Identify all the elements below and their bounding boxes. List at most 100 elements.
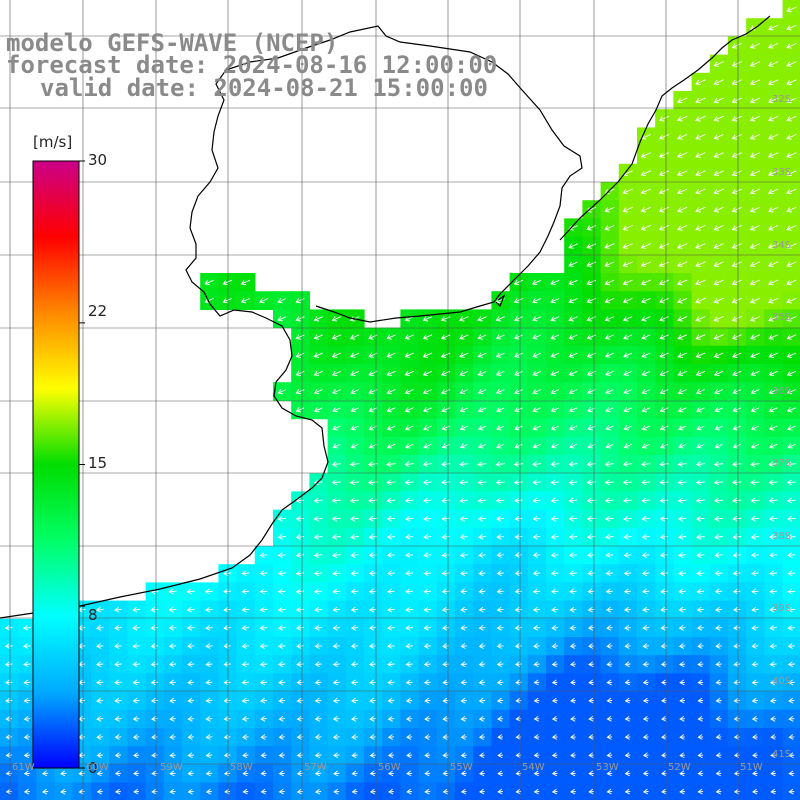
wind-arrow (588, 661, 595, 668)
wind-arrow (386, 388, 396, 395)
wind-arrow (369, 734, 376, 740)
wind-arrow (405, 443, 414, 449)
lon-label: 51W (740, 762, 763, 773)
wind-arrow (460, 788, 467, 795)
wind-arrow (442, 770, 449, 777)
wind-arrow (423, 606, 432, 613)
wind-arrow (351, 788, 358, 795)
wind-arrow (715, 679, 722, 686)
wind-arrow (604, 515, 614, 522)
wind-arrow (169, 788, 176, 795)
wind-arrow (459, 497, 468, 504)
wind-arrow (714, 534, 723, 540)
wind-arrow (477, 425, 487, 431)
wind-arrow (677, 388, 687, 395)
wind-arrow (350, 570, 359, 577)
wind-arrow (496, 661, 504, 668)
wind-arrow (713, 188, 724, 195)
wind-arrow (496, 624, 504, 631)
wind-arrow (640, 261, 651, 268)
wind-arrow (241, 715, 249, 722)
wind-arrow (624, 770, 631, 777)
wind-arrow (222, 297, 232, 304)
wind-arrow (314, 661, 322, 668)
wind-arrow (569, 588, 577, 595)
wind-arrow (588, 715, 594, 722)
wind-arrow (732, 443, 741, 449)
wind-arrow (570, 679, 576, 686)
wind-arrow (404, 316, 414, 322)
wind-arrow (786, 497, 796, 504)
wind-arrow (350, 588, 359, 595)
wind-arrow (351, 752, 358, 759)
wind-arrow (424, 734, 431, 740)
wind-arrow (477, 406, 487, 413)
wind-arrow (568, 388, 578, 395)
wind-arrow (660, 588, 668, 595)
wind-arrow (624, 679, 631, 686)
valid-date: valid date: 2024-08-21 15:00:00 (40, 74, 488, 102)
wind-arrow (768, 425, 778, 431)
wind-arrow (731, 206, 742, 213)
wind-arrow (604, 352, 614, 358)
wind-arrow (733, 752, 740, 759)
wind-arrow (677, 170, 688, 177)
wind-arrow (713, 133, 724, 140)
wind-arrow (442, 788, 449, 795)
wind-arrow (623, 497, 632, 504)
wind-arrow (679, 697, 685, 704)
wind-arrow (733, 734, 740, 740)
wind-arrow (332, 752, 340, 759)
wind-arrow (96, 679, 104, 686)
wind-arrow (660, 624, 668, 631)
wind-arrow (477, 370, 487, 376)
wind-arrow (423, 570, 432, 577)
wind-arrow (478, 697, 486, 704)
wind-arrow (277, 534, 286, 540)
wind-arrow (677, 515, 687, 522)
wind-arrow (768, 188, 779, 195)
wind-arrow (514, 352, 523, 358)
wind-arrow (677, 352, 687, 358)
wind-arrow (658, 170, 670, 177)
coastline (0, 15, 771, 619)
wind-arrow (386, 443, 396, 449)
wind-arrow (314, 715, 322, 722)
wind-arrow (532, 443, 541, 449)
wind-arrow (422, 388, 432, 395)
wind-arrow (114, 625, 122, 631)
wind-arrow (368, 643, 377, 649)
wind-arrow (333, 770, 340, 777)
wind-arrow (569, 661, 576, 668)
wind-arrow (514, 497, 523, 504)
wind-arrow (770, 770, 776, 777)
wind-arrow (459, 552, 468, 558)
wind-arrow (568, 370, 578, 376)
wind-arrow (532, 370, 541, 376)
wind-arrow (769, 624, 777, 631)
wind-arrow (715, 643, 722, 649)
lon-label: 60W (86, 762, 109, 773)
wind-arrow (750, 352, 760, 358)
wind-arrow (478, 570, 486, 577)
wind-arrow (678, 570, 687, 577)
wind-arrow (241, 643, 250, 649)
lon-label: 59W (160, 762, 183, 773)
wind-arrow (677, 297, 688, 304)
wind-arrow (460, 770, 467, 777)
wind-arrow (514, 552, 522, 558)
wind-arrow (749, 261, 761, 268)
wind-arrow (786, 115, 797, 122)
wind-arrow (713, 461, 724, 468)
wind-arrow (369, 788, 376, 795)
wind-arrow (405, 588, 414, 595)
wind-arrow (478, 443, 486, 449)
wind-arrow (659, 552, 668, 558)
wind-arrow (5, 715, 13, 722)
wind-arrow (768, 534, 778, 540)
wind-arrow (733, 661, 741, 668)
wind-arrow (350, 697, 359, 704)
wind-arrow (640, 152, 651, 158)
wind-arrow (750, 425, 760, 431)
wind-arrow (768, 279, 779, 286)
